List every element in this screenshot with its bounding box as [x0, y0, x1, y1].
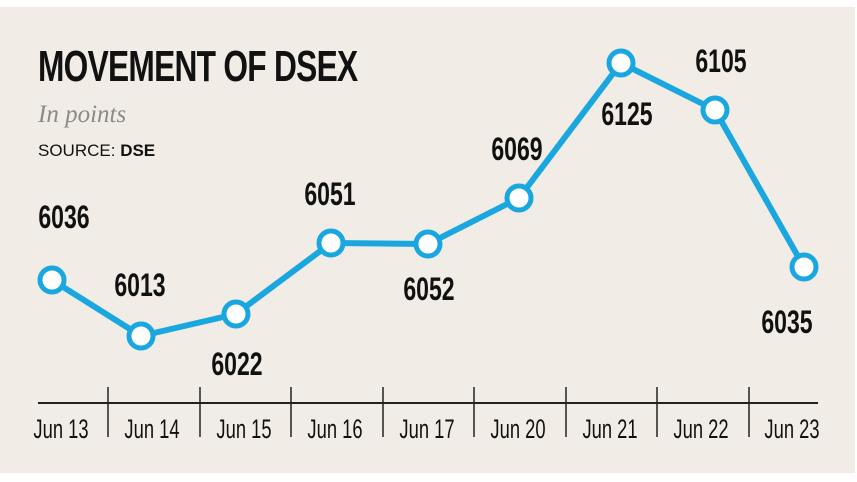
chart-title: MOVEMENT OF DSEX — [38, 42, 358, 91]
data-point-label: 6052 — [403, 271, 454, 307]
chart-subtitle: In points — [38, 101, 127, 128]
data-point-label: 6051 — [304, 176, 355, 212]
data-point-marker — [221, 299, 251, 329]
x-tick-label: Jun 13 — [33, 413, 88, 443]
x-tick-labels: Jun 13 Jun 14 Jun 15 Jun 16 Jun 17 Jun 20 Jun … — [33, 413, 819, 443]
data-point-marker — [316, 228, 346, 258]
data-point-label: 6035 — [761, 304, 812, 340]
data-point-marker — [504, 183, 534, 213]
x-tick-label: Jun 23 — [764, 413, 819, 443]
x-tick-label: Jun 16 — [307, 413, 362, 443]
x-tick-label: Jun 15 — [216, 413, 271, 443]
data-point-label: 6125 — [601, 96, 652, 132]
data-point-marker — [413, 229, 443, 259]
x-axis — [38, 387, 818, 437]
data-labels: 6036 6013 6022 6051 6052 6069 6125 6105 6035 — [38, 43, 812, 382]
x-tick-label: Jun 22 — [673, 413, 728, 443]
data-point-label: 6022 — [211, 346, 262, 382]
data-point-label: 6036 — [38, 199, 89, 235]
data-point-marker — [126, 321, 156, 351]
x-tick-label: Jun 14 — [124, 413, 179, 443]
data-point-label: 6105 — [695, 43, 746, 79]
data-point-marker — [606, 48, 636, 78]
source-prefix: SOURCE: — [38, 141, 121, 160]
data-point-marker — [700, 95, 730, 125]
data-point-marker — [37, 265, 67, 295]
source-name: DSE — [120, 141, 156, 160]
x-tick-label: Jun 17 — [399, 413, 454, 443]
chart-source: SOURCE: DSE — [38, 140, 155, 162]
data-point-label: 6013 — [114, 267, 165, 303]
data-point-label: 6069 — [491, 131, 542, 167]
data-markers — [37, 48, 819, 351]
data-point-marker — [789, 252, 819, 282]
x-tick-label: Jun 21 — [582, 413, 637, 443]
x-tick-label: Jun 20 — [490, 413, 545, 443]
